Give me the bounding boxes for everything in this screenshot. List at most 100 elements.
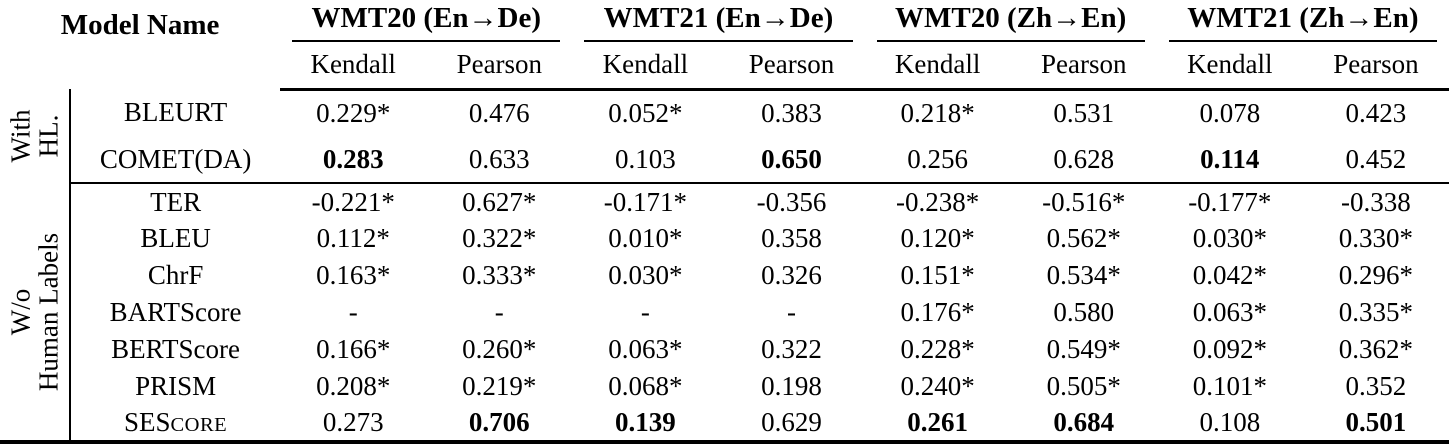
row-group-label: With HL. xyxy=(0,89,72,183)
table-row: With HL. BLEURT 0.229* 0.476 0.052* 0.383 0.218… xyxy=(0,89,1449,183)
value-cell: 0.092* xyxy=(1192,334,1267,364)
model-name-part: CORE xyxy=(170,414,228,436)
value-cell: 0.335* xyxy=(1338,297,1414,327)
value-cell: 0.078 xyxy=(1199,97,1261,128)
value-cell: 0.650 xyxy=(718,136,865,184)
value-cell: 0.326 xyxy=(761,260,822,290)
metric-header: Kendall xyxy=(280,42,427,91)
value-cell: 0.163* xyxy=(316,260,391,290)
value-cell: 0.352 xyxy=(1345,371,1407,401)
model-name-part: SES xyxy=(123,407,171,437)
value-cell: 0.260* xyxy=(462,334,537,364)
group-header-label: WMT20 (Zh→En) xyxy=(876,0,1145,42)
group-header-wmt20-ende: WMT20 (En→De) xyxy=(280,0,572,42)
model-cell: ChrF xyxy=(147,260,204,290)
value-cell: 0.358 xyxy=(761,223,822,253)
value-cell: 0.629 xyxy=(761,407,822,437)
value-cell: 0.108 xyxy=(1199,407,1261,437)
value-cell: - xyxy=(348,297,358,327)
value-cell: 0.112* xyxy=(316,223,390,253)
value-cell: 0.322* xyxy=(462,223,537,253)
table-header: Model Name WMT20 (En→De) WMT21 (En→De) W… xyxy=(0,0,1449,91)
value-cell: - xyxy=(640,297,650,327)
group-header-wmt20-zhen: WMT20 (Zh→En) xyxy=(865,0,1157,42)
value-cell: 0.322 xyxy=(761,334,822,364)
model-cell: COMET(DA) xyxy=(70,136,281,184)
value-cell: 0.101* xyxy=(1192,371,1267,401)
value-cell: 0.296* xyxy=(1338,260,1414,290)
group-header-row: Model Name WMT20 (En→De) WMT21 (En→De) W… xyxy=(0,0,1449,42)
value-cell: 0.333* xyxy=(462,260,537,290)
model-cell: BLEU xyxy=(140,223,211,253)
value-cell: - xyxy=(494,297,504,327)
table-row: PRISM 0.208* 0.219* 0.068* 0.198 0.240* 0.505*… xyxy=(0,368,1449,405)
value-cell: 0.283 xyxy=(280,136,427,184)
value-cell: 0.256 xyxy=(864,136,1011,184)
row-group-label: W/o Human Labels xyxy=(0,183,72,442)
value-cell: 0.531 xyxy=(1053,97,1115,128)
value-cell: 0.362* xyxy=(1338,334,1414,364)
value-cell: 0.423 xyxy=(1345,97,1407,128)
metric-header: Pearson xyxy=(1010,42,1157,91)
value-cell: -0.171* xyxy=(603,186,688,217)
row-group-label-text: W/o Human Labels xyxy=(4,232,63,391)
metric-header: Kendall xyxy=(1156,42,1303,91)
value-cell: 0.198 xyxy=(761,371,822,401)
value-cell: 0.042* xyxy=(1192,260,1267,290)
model-cell: TER xyxy=(150,186,202,217)
value-cell: 0.240* xyxy=(900,371,975,401)
value-cell: 0.068* xyxy=(608,371,683,401)
value-cell: 0.452 xyxy=(1302,136,1449,184)
value-cell: 0.580 xyxy=(1053,297,1115,327)
table-row: COMET(DA) 0.283 0.633 0.103 0.650 0.256 0.628 0… xyxy=(0,136,1449,184)
value-cell: 0.383 xyxy=(761,97,822,128)
table-body: With HL. BLEURT 0.229* 0.476 0.052* 0.383 0.218… xyxy=(0,89,1449,442)
value-cell: 0.627* xyxy=(462,186,537,217)
value-cell: 0.030* xyxy=(608,260,683,290)
metric-header: Kendall xyxy=(864,42,1011,91)
group-header-label: WMT21 (En→De) xyxy=(584,0,853,42)
value-cell: 0.063* xyxy=(1192,297,1267,327)
metric-header: Pearson xyxy=(718,42,865,91)
value-cell: 0.273 xyxy=(322,407,384,437)
value-cell: 0.219* xyxy=(462,371,537,401)
value-cell: 0.229* xyxy=(316,97,391,128)
model-cell: SESCORE xyxy=(70,405,280,442)
table-row: BARTScore - - - - 0.176* 0.580 0.063* 0.335* xyxy=(0,294,1449,331)
model-cell: BERTScore xyxy=(111,334,241,364)
value-cell: 0.010* xyxy=(608,223,683,253)
value-cell: 0.114 xyxy=(1156,136,1303,184)
value-cell: -0.356 xyxy=(756,186,827,217)
model-cell: PRISM xyxy=(135,371,217,401)
model-name-header: Model Name xyxy=(60,9,220,41)
metric-header: Kendall xyxy=(572,42,719,91)
value-cell: 0.476 xyxy=(468,97,530,128)
value-cell: 0.261 xyxy=(907,407,968,437)
value-cell: 0.120* xyxy=(900,223,975,253)
value-cell: -0.177* xyxy=(1188,186,1272,217)
table-row: SESCORE 0.273 0.706 0.139 0.629 0.261 0.684 0.1… xyxy=(0,405,1449,442)
value-cell: 0.534* xyxy=(1046,260,1121,290)
value-cell: 0.052* xyxy=(608,97,683,128)
value-cell: 0.030* xyxy=(1192,223,1267,253)
table-row: BERTScore 0.166* 0.260* 0.063* 0.322 0.228* 0.… xyxy=(0,331,1449,368)
value-cell: 0.628 xyxy=(1010,136,1157,184)
value-cell: 0.208* xyxy=(316,371,391,401)
group-header-label: WMT20 (En→De) xyxy=(292,0,561,42)
table-row: W/o Human Labels TER -0.221* 0.627* -0.171* -0… xyxy=(0,183,1449,442)
group-header-label: WMT21 (Zh→En) xyxy=(1168,0,1437,42)
value-cell: 0.706 xyxy=(468,407,530,437)
value-cell: 0.151* xyxy=(900,260,975,290)
value-cell: 0.633 xyxy=(426,136,573,184)
metric-header: Pearson xyxy=(1302,42,1449,91)
value-cell: 0.501 xyxy=(1345,407,1407,437)
model-cell: BARTScore xyxy=(109,297,242,327)
value-cell: -0.516* xyxy=(1042,186,1126,217)
metric-header-row: Kendall Pearson Kendall Pearson Kendall … xyxy=(0,42,1449,91)
value-cell: -0.238* xyxy=(895,186,980,217)
value-cell: 0.228* xyxy=(900,334,975,364)
group-header-wmt21-zhen: WMT21 (Zh→En) xyxy=(1157,0,1449,42)
table-row: BLEU 0.112* 0.322* 0.010* 0.358 0.120* 0.562* 0… xyxy=(0,220,1449,257)
